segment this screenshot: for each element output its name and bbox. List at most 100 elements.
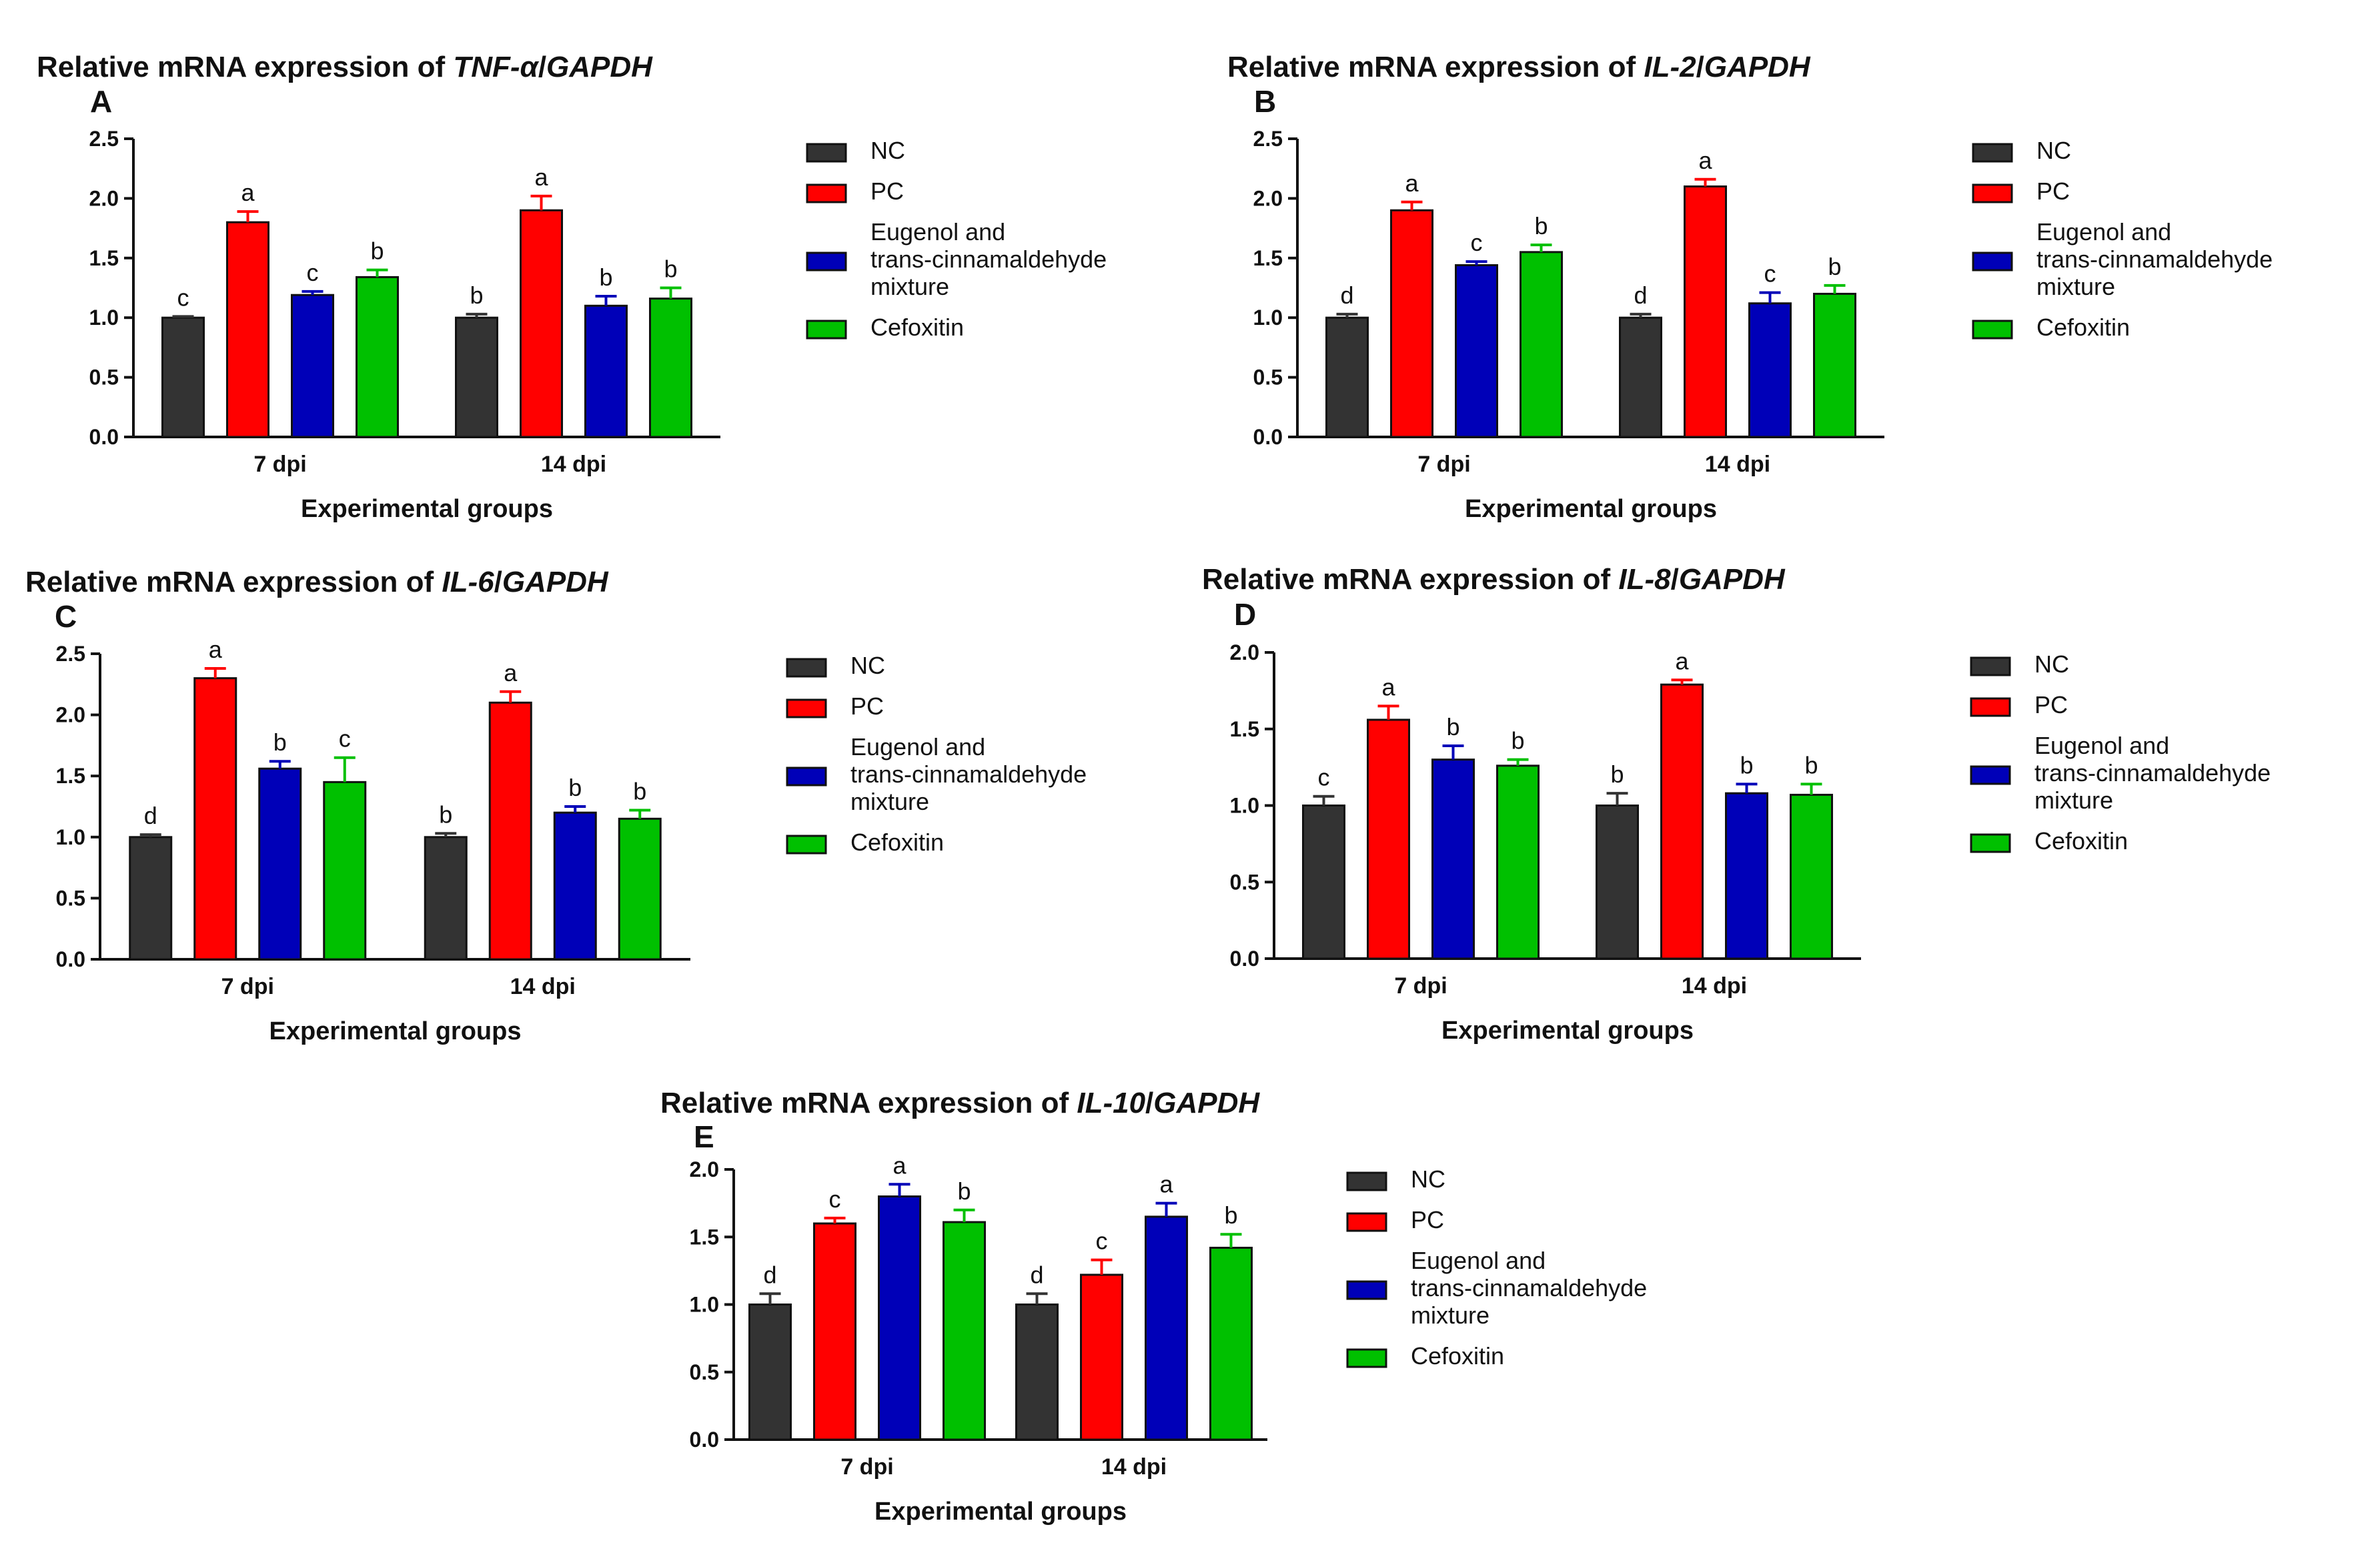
- significance-letter: a: [1159, 1171, 1173, 1198]
- legend-swatch: [806, 320, 847, 340]
- panel-d: Relative mRNA expression of IL-8/GAPDHD0…: [1202, 563, 2271, 1045]
- bar: [291, 294, 334, 438]
- legend-label: Eugenol and: [2036, 218, 2171, 245]
- panel-letter: C: [55, 599, 77, 634]
- legend-swatch: [1970, 833, 2011, 853]
- x-tick-label: 14 dpi: [1705, 452, 1770, 477]
- significance-letter: a: [892, 1151, 907, 1179]
- legend: NC PC Eugenol andtrans-cinnamaldehydemixtu…: [1970, 650, 2271, 855]
- x-tick-label: 14 dpi: [1682, 973, 1747, 999]
- x-tick-label: 14 dpi: [541, 452, 606, 477]
- legend-swatch: [1970, 697, 2011, 717]
- significance-letter: a: [1675, 647, 1689, 674]
- y-tick-label: 0.5: [690, 1360, 719, 1384]
- title-gene: IL-2: [1644, 51, 1696, 83]
- bar: [813, 1222, 856, 1441]
- panel-letter: B: [1254, 84, 1276, 119]
- legend-swatch: [806, 143, 847, 163]
- significance-letter: d: [1634, 282, 1647, 309]
- legend-swatch: [786, 835, 827, 855]
- y-tick-label: 1.5: [690, 1225, 719, 1249]
- significance-letter: a: [534, 163, 548, 191]
- bar: [553, 811, 597, 961]
- legend-label: Cefoxitin: [2034, 827, 2128, 855]
- significance-letter: b: [568, 774, 582, 801]
- bar: [1496, 764, 1540, 960]
- legend-swatch: [786, 766, 827, 787]
- significance-letter: a: [504, 659, 518, 686]
- legend-swatch: [1972, 320, 2013, 340]
- significance-letter: b: [664, 255, 677, 283]
- y-tick-label: 2.5: [89, 127, 119, 151]
- y-tick-label: 1.0: [1253, 306, 1283, 330]
- x-tick-label: 7 dpi: [1417, 452, 1470, 477]
- y-tick-label: 0.0: [56, 947, 85, 971]
- bar: [226, 221, 269, 438]
- bar: [1015, 1304, 1059, 1441]
- legend-label: mixture: [850, 788, 929, 815]
- legend-label: PC: [850, 692, 884, 720]
- significance-letter: d: [1030, 1261, 1043, 1288]
- x-axis-label: Experimental groups: [1441, 1017, 1694, 1045]
- significance-letter: c: [1471, 229, 1483, 256]
- bar: [455, 316, 498, 438]
- significance-letter: b: [470, 282, 483, 309]
- significance-letter: a: [1405, 169, 1419, 197]
- legend-label: Cefoxitin: [850, 829, 944, 856]
- bar: [1748, 302, 1792, 438]
- legend-label: NC: [870, 137, 905, 164]
- x-tick-label: 7 dpi: [221, 974, 274, 999]
- y-tick-label: 0.5: [1253, 366, 1283, 390]
- title-slash: /: [1671, 563, 1679, 596]
- x-tick-label: 7 dpi: [840, 1454, 893, 1480]
- y-tick-label: 1.0: [690, 1293, 719, 1317]
- legend-label: trans-cinnamaldehyde: [2034, 759, 2271, 787]
- bar: [323, 781, 367, 961]
- y-tick-label: 2.0: [89, 186, 119, 210]
- bar: [1325, 316, 1369, 438]
- bar: [878, 1195, 921, 1441]
- bar: [424, 836, 468, 961]
- legend: NC PC Eugenol andtrans-cinnamaldehydemixtu…: [786, 652, 1087, 856]
- x-tick-label: 7 dpi: [1394, 973, 1447, 999]
- legend-label: mixture: [870, 273, 949, 300]
- legend-label: Eugenol and: [870, 218, 1005, 245]
- bar: [618, 817, 662, 961]
- bar: [1660, 683, 1704, 960]
- bar: [258, 767, 302, 961]
- legend: NC PC Eugenol andtrans-cinnamaldehydemixtu…: [1972, 137, 2273, 341]
- bar: [1367, 718, 1410, 960]
- panel-letter: A: [90, 84, 112, 119]
- bar: [488, 701, 532, 961]
- title-reference-gene: GAPDH: [1679, 563, 1786, 596]
- panel-b: Relative mRNA expression of IL-2/GAPDHB0…: [1227, 51, 2273, 523]
- bar: [649, 298, 692, 438]
- significance-letter: b: [1828, 253, 1841, 280]
- bar: [193, 677, 237, 961]
- bar: [1813, 292, 1856, 438]
- y-tick-label: 1.0: [56, 825, 85, 849]
- bar: [520, 209, 563, 438]
- title-prefix: Relative mRNA expression of: [1227, 51, 1644, 83]
- title-slash: /: [1696, 51, 1704, 83]
- significance-letter: b: [1804, 751, 1818, 779]
- y-tick-label: 2.0: [1253, 186, 1283, 210]
- legend: NC PC Eugenol andtrans-cinnamaldehydemixtu…: [806, 137, 1107, 341]
- legend-label: NC: [1411, 1165, 1445, 1193]
- significance-letter: c: [829, 1185, 841, 1213]
- x-tick-label: 7 dpi: [253, 452, 306, 477]
- title-slash: /: [1145, 1087, 1153, 1119]
- significance-letter: b: [1740, 751, 1753, 779]
- title-gene: IL-6: [442, 566, 494, 598]
- bar: [1080, 1273, 1123, 1441]
- panel-c: Relative mRNA expression of IL-6/GAPDHC0…: [25, 566, 1087, 1045]
- significance-letter: a: [241, 179, 255, 206]
- y-tick-label: 1.0: [1230, 794, 1259, 818]
- panel-a: Relative mRNA expression of TNF-α/GAPDHA…: [37, 51, 1107, 523]
- chart-title: Relative mRNA expression of IL-10/GAPDH: [660, 1087, 1260, 1119]
- bar: [1520, 251, 1563, 438]
- significance-letter: d: [1340, 282, 1353, 309]
- bar: [129, 836, 173, 961]
- title-slash: /: [494, 566, 502, 598]
- bar: [1431, 758, 1475, 960]
